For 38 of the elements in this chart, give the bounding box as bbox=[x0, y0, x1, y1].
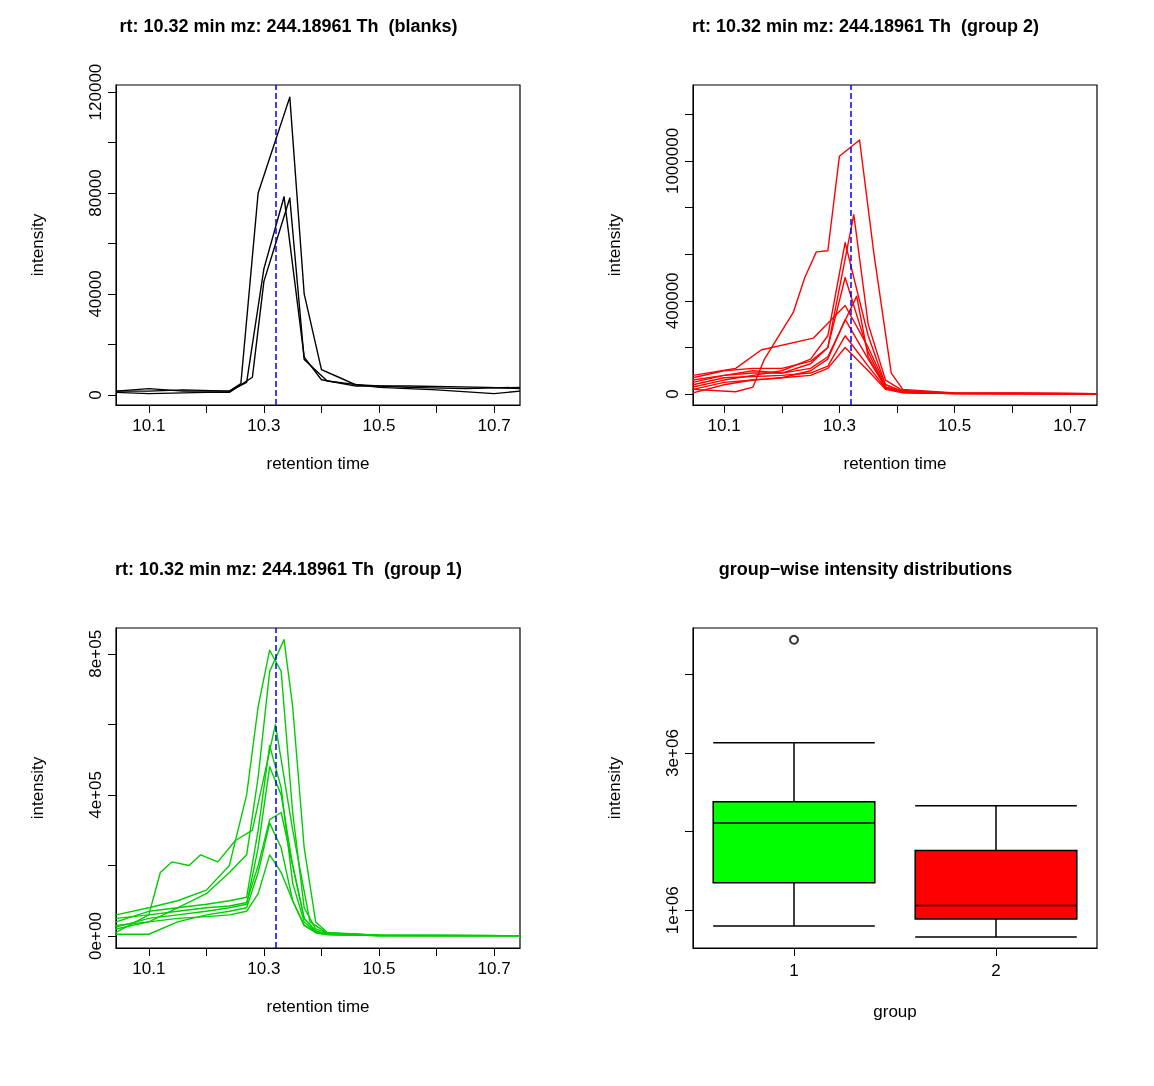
y-tick-label: 120000 bbox=[86, 63, 105, 121]
y-tick-label: 400000 bbox=[663, 272, 682, 330]
y-tick-label: 0e+00 bbox=[86, 912, 105, 960]
y-tick-label: 8e+05 bbox=[86, 629, 105, 678]
x-tick-label: 10.5 bbox=[938, 416, 972, 435]
x-tick-label: 10.5 bbox=[362, 959, 396, 978]
chart-title: group−wise intensity distributions bbox=[718, 559, 1013, 579]
y-axis-title: intensity bbox=[28, 213, 47, 277]
x-tick-label: 10.1 bbox=[707, 416, 741, 435]
chart-title: rt: 10.32 min mz: 244.18961 Th (blanks) bbox=[119, 16, 458, 36]
x-tick-label: 10.3 bbox=[822, 416, 856, 435]
x-tick-label: 2 bbox=[991, 961, 1001, 980]
y-tick-label: 4e+05 bbox=[86, 771, 105, 819]
y-tick-label: 40000 bbox=[86, 270, 105, 318]
y-tick-label: 3e+06 bbox=[663, 729, 682, 777]
y-tick-label: 0 bbox=[86, 390, 105, 400]
x-axis-title: retention time bbox=[843, 454, 947, 473]
x-axis-title: group bbox=[873, 1002, 917, 1021]
chart-title: rt: 10.32 min mz: 244.18961 Th (group 2) bbox=[691, 16, 1040, 36]
x-tick-label: 1 bbox=[789, 961, 799, 980]
x-tick-label: 10.7 bbox=[477, 959, 511, 978]
x-tick-label: 10.5 bbox=[362, 416, 396, 435]
x-axis-title: retention time bbox=[266, 997, 370, 1016]
x-tick-label: 10.1 bbox=[132, 959, 166, 978]
y-axis-title: intensity bbox=[605, 213, 624, 277]
y-tick-label: 1000000 bbox=[663, 127, 682, 195]
x-tick-label: 10.7 bbox=[1053, 416, 1087, 435]
x-axis-title: retention time bbox=[266, 454, 370, 473]
x-tick-label: 10.3 bbox=[247, 416, 281, 435]
x-tick-label: 10.3 bbox=[247, 959, 281, 978]
y-tick-label: 1e+06 bbox=[663, 886, 682, 935]
y-axis-title: intensity bbox=[605, 756, 624, 820]
x-tick-label: 10.7 bbox=[477, 416, 511, 435]
y-tick-label: 80000 bbox=[86, 169, 105, 217]
y-axis-title: intensity bbox=[28, 756, 47, 820]
x-tick-label: 10.1 bbox=[132, 416, 166, 435]
chart-title: rt: 10.32 min mz: 244.18961 Th (group 1) bbox=[114, 559, 463, 579]
y-tick-label: 0 bbox=[663, 389, 682, 399]
